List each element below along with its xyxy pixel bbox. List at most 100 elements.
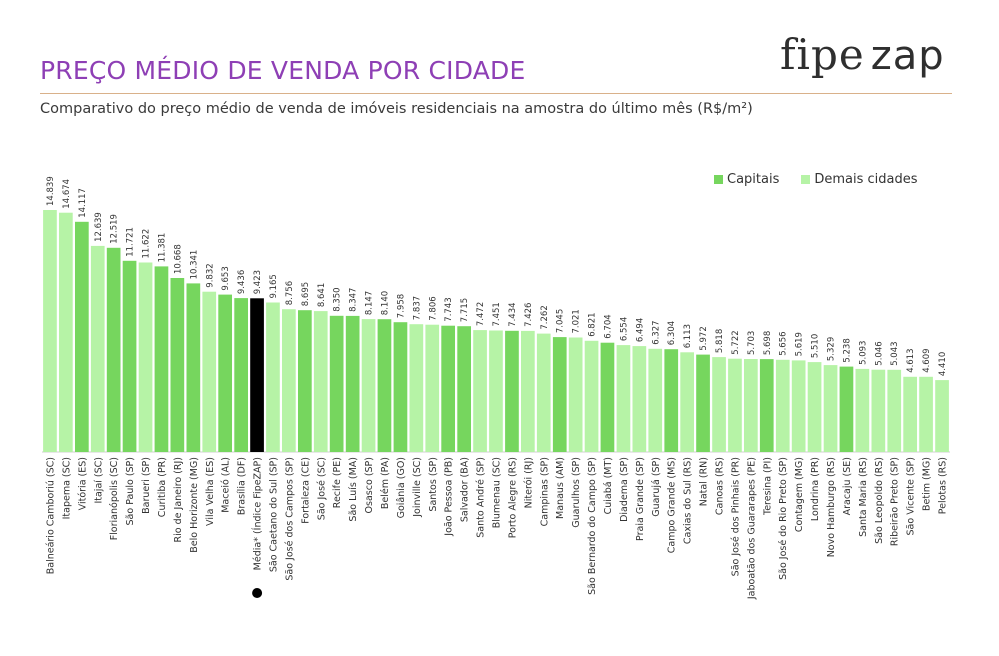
value-label: 6.704 — [604, 314, 614, 338]
bar — [377, 319, 392, 452]
bar — [616, 345, 631, 452]
category-label: São José (SC) — [316, 457, 327, 520]
bar — [329, 315, 344, 452]
value-label: 5.238 — [843, 338, 853, 362]
category-label: Santos (SP) — [428, 457, 439, 512]
value-label: 5.722 — [731, 330, 741, 354]
bar — [823, 365, 838, 452]
value-label: 5.703 — [747, 331, 757, 355]
bar — [298, 310, 312, 452]
bar — [43, 210, 57, 452]
category-label: São Paulo (SP) — [125, 457, 136, 525]
bar — [409, 324, 424, 452]
category-label: São José do Rio Preto (SP) — [778, 457, 789, 580]
bar — [282, 309, 296, 452]
category-label: Diadema (SP) — [619, 457, 630, 522]
bar — [632, 346, 647, 452]
value-label: 14.674 — [62, 179, 72, 209]
bar — [807, 362, 822, 452]
bar — [919, 376, 933, 452]
category-label: Guarulhos (SP) — [571, 457, 582, 528]
category-label: Osasco (SP) — [364, 457, 375, 513]
bar — [75, 221, 89, 452]
category-label: Balneário Camboriú (SC) — [46, 457, 57, 574]
bar — [345, 315, 360, 452]
category-label: Niterói (RJ) — [523, 457, 534, 508]
value-label: 6.494 — [635, 318, 645, 342]
bar — [90, 245, 105, 452]
category-label: Porto Alegre (RS) — [507, 457, 518, 538]
value-label: 9.436 — [237, 270, 247, 294]
media-marker-dot — [252, 588, 263, 598]
value-label: 7.743 — [444, 297, 454, 321]
bar — [521, 330, 535, 452]
bar — [202, 291, 217, 452]
value-label: 9.653 — [221, 266, 231, 290]
bar — [122, 260, 137, 452]
category-label: São Leopoldo (RS) — [874, 457, 885, 544]
value-label: 7.451 — [492, 302, 502, 326]
bar — [250, 298, 264, 452]
category-label: Ribeirão Preto (SP) — [890, 457, 901, 546]
category-label: Canoas (RS) — [715, 457, 726, 515]
value-label: 4.410 — [938, 352, 948, 376]
value-label: 9.423 — [253, 270, 263, 294]
category-label: Natal (RN) — [699, 457, 710, 506]
legend-item-capitais: Capitais — [714, 172, 779, 187]
bar — [536, 333, 551, 452]
category-label: São Vicente (SP) — [906, 457, 917, 535]
value-label: 5.329 — [827, 337, 837, 361]
category-label: Vila Velha (ES) — [205, 457, 216, 526]
value-label: 12.639 — [94, 212, 104, 242]
value-label: 14.839 — [46, 176, 56, 206]
logo-text-fipe: fipe — [780, 30, 865, 79]
category-label: Fortaleza (CE) — [300, 457, 311, 524]
bar — [457, 326, 471, 452]
category-label: Londrina (PR) — [810, 457, 821, 521]
category-label: Florianópolis (SC) — [109, 457, 120, 540]
category-label: Santa Maria (RS) — [858, 457, 869, 537]
value-label: 7.472 — [476, 302, 486, 326]
bar — [775, 359, 790, 452]
value-label: 6.113 — [683, 324, 693, 348]
bar — [935, 380, 949, 452]
value-label: 6.327 — [651, 320, 661, 344]
chart-title: PREÇO MÉDIO DE VENDA POR CIDADE — [40, 56, 526, 85]
legend-swatch-capitais — [714, 175, 723, 184]
bar — [552, 337, 567, 452]
bar — [759, 359, 774, 452]
bar — [154, 266, 169, 452]
value-label: 7.021 — [572, 309, 582, 333]
bar — [791, 360, 806, 452]
bar — [234, 298, 248, 452]
value-label: 14.117 — [78, 188, 88, 218]
legend-label-demais: Demais cidades — [814, 172, 918, 187]
value-label: 5.656 — [779, 331, 789, 355]
value-label: 11.622 — [142, 229, 152, 259]
category-label: Novo Hamburgo (RS) — [826, 457, 837, 557]
bar — [680, 352, 694, 452]
value-label: 5.510 — [811, 334, 821, 358]
category-label: Teresina (PI) — [762, 457, 773, 516]
title-divider — [40, 93, 952, 94]
category-label: Campo Grande (MS) — [667, 457, 678, 553]
category-label: Guarujá (SP) — [651, 457, 662, 517]
value-label: 9.165 — [269, 274, 279, 298]
legend-item-demais: Demais cidades — [801, 172, 918, 187]
category-label: Contagem (MG) — [794, 457, 805, 532]
category-label: João Pessoa (PB) — [444, 457, 455, 537]
bar — [648, 348, 663, 452]
bar — [186, 283, 201, 452]
category-label: Betim (MG) — [922, 457, 933, 511]
value-label: 7.426 — [524, 303, 534, 327]
category-label: Campinas (SP) — [539, 457, 550, 526]
category-label: Manaus (AM) — [555, 457, 566, 519]
bar — [744, 359, 758, 452]
bar — [106, 247, 121, 452]
bar — [361, 319, 376, 452]
bar — [871, 369, 886, 452]
category-label: Caxias do Sul (RS) — [683, 457, 694, 544]
category-label: Pelotas (RS) — [938, 457, 949, 514]
category-label: Média* (Índice FipeZAP) — [252, 457, 264, 570]
bar — [266, 302, 280, 452]
